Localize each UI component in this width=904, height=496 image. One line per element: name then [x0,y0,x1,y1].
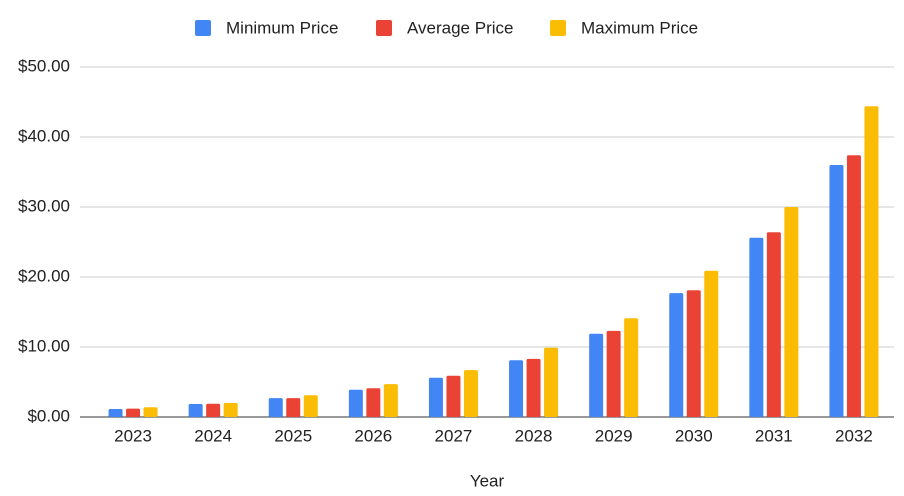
y-tick-label: $0.00 [27,406,70,425]
x-tick-label: 2025 [274,426,312,445]
bar [704,270,719,417]
x-tick-label: 2027 [435,426,473,445]
bar [846,155,861,417]
bar [589,333,604,417]
bar [624,318,639,417]
bar [526,358,541,417]
x-tick-label: 2028 [515,426,553,445]
bar [428,377,443,417]
y-tick-label: $50.00 [18,56,70,75]
x-tick-label: 2030 [675,426,713,445]
x-tick-label: 2031 [755,426,793,445]
bar [606,330,621,417]
legend-label: Minimum Price [226,18,338,37]
y-tick-label: $40.00 [18,126,70,145]
legend-label: Maximum Price [581,18,698,37]
x-tick-label: 2029 [595,426,633,445]
y-tick-label: $10.00 [18,336,70,355]
legend-swatch [195,20,211,36]
bar [463,370,478,417]
bar [686,290,701,417]
bar [303,395,318,417]
bar [206,403,221,417]
legend-swatch [376,20,392,36]
bar [188,403,203,417]
x-tick-label: 2024 [194,426,232,445]
y-tick-label: $30.00 [18,196,70,215]
bar [143,407,158,417]
bar [126,408,141,417]
bar [108,409,123,417]
bar [446,375,461,417]
legend-swatch [550,20,566,36]
bar [766,232,781,417]
bar [669,293,684,417]
x-axis-title: Year [470,471,505,490]
bar [348,389,363,417]
x-tick-label: 2026 [354,426,392,445]
bar [268,398,283,417]
bar [383,384,398,417]
bar [286,398,301,417]
bar [509,360,524,417]
bar [864,106,879,417]
bar [366,388,381,417]
bar [223,403,238,417]
bar [829,165,844,417]
x-tick-label: 2032 [835,426,873,445]
y-tick-label: $20.00 [18,266,70,285]
bar [749,237,764,417]
bar [784,207,799,417]
bar [544,347,559,417]
legend-label: Average Price [407,18,513,37]
x-tick-label: 2023 [114,426,152,445]
